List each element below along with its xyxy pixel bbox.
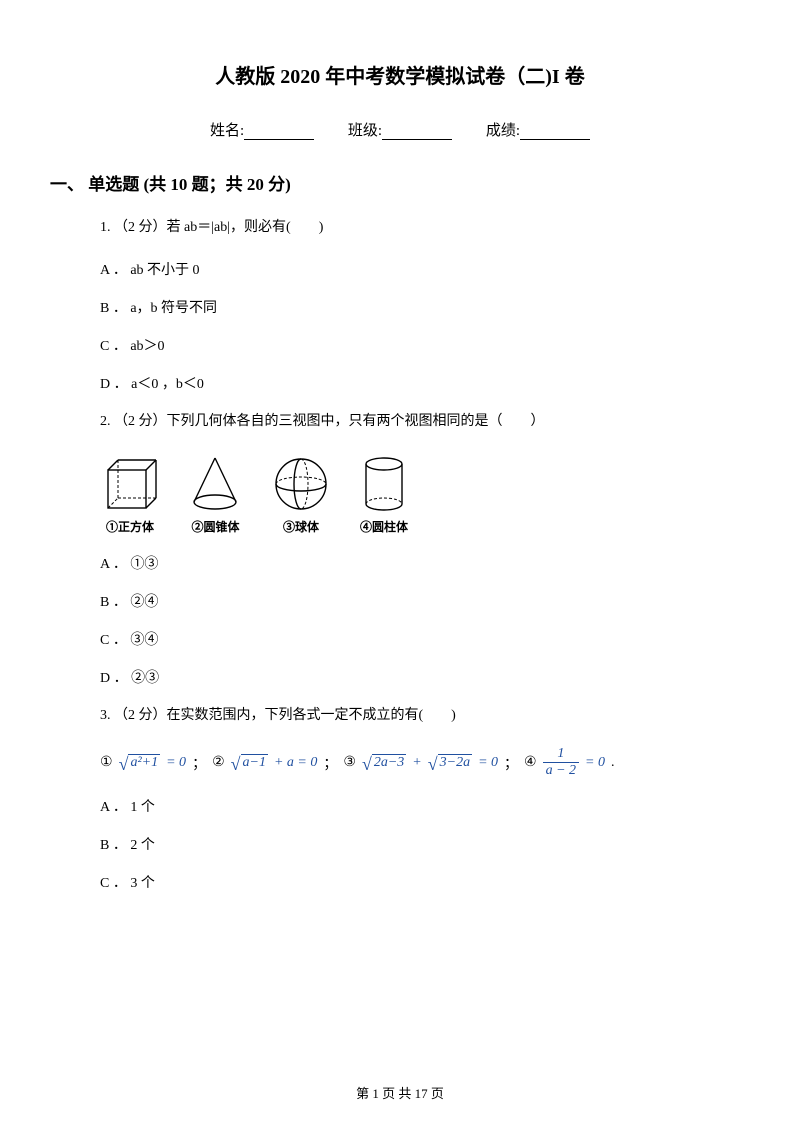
q3-option-a: A ． 1 个 — [100, 796, 720, 816]
q2-option-b: B ． ②④ — [100, 591, 720, 611]
page-footer: 第 1 页 共 17 页 — [0, 1083, 800, 1102]
shape-sphere: ③球体 — [271, 454, 331, 535]
eq4-num: ④ — [524, 754, 537, 771]
q2-shapes-row: ①正方体 ②圆锥体 ③球体 — [100, 454, 720, 535]
student-info-line: 姓名: 班级: 成绩: — [80, 119, 720, 140]
section-1-header: 一、 单选题 (共 10 题；共 20 分) — [50, 170, 720, 195]
q2-option-a: A ． ①③ — [100, 553, 720, 573]
eq3-plus: + — [412, 755, 421, 771]
eq2-num: ② — [212, 754, 225, 771]
shape-cone: ②圆锥体 — [188, 454, 243, 535]
eq2-sqrt: √a−1 — [231, 754, 268, 772]
q3-equations: ① √a²+1 = 0 ； ② √a−1 + a = 0 ； ③ √2a−3 +… — [100, 747, 720, 778]
q1-option-d: D ． a＜0 ，b＜0 — [100, 373, 720, 393]
q1-option-a: A ． ab 不小于 0 — [100, 259, 720, 279]
eq-sep-3: ； — [504, 753, 518, 773]
eq-sep-2: ； — [323, 753, 337, 773]
q2-option-c: C ． ③④ — [100, 629, 720, 649]
cone-icon — [188, 454, 243, 514]
q2-text: 2. （2 分）下列几何体各自的三视图中，只有两个视图相同的是（ ） — [100, 411, 720, 433]
eq2-rhs: + a = 0 — [274, 755, 317, 771]
score-blank — [520, 124, 590, 140]
exam-title: 人教版 2020 年中考数学模拟试卷（二)I 卷 — [80, 60, 720, 89]
q2-option-d: D ． ②③ — [100, 667, 720, 687]
shape-cube: ①正方体 — [100, 454, 160, 535]
q1-option-c: C ． ab＞0 — [100, 335, 720, 355]
eq3-sqrt-a: √2a−3 — [362, 754, 406, 772]
cube-icon — [100, 454, 160, 514]
eq3-sqrt-b: √3−2a — [428, 754, 472, 772]
eq1-num: ① — [100, 754, 113, 771]
eq-sep-1: ； — [192, 753, 206, 773]
q3-option-c: C ． 3 个 — [100, 872, 720, 892]
eq3-rhs: = 0 — [478, 755, 498, 771]
cylinder-icon — [359, 454, 409, 514]
q1-text: 1. （2 分）若 ab＝|ab|，则必有( ) — [100, 217, 720, 239]
name-label: 姓名: — [210, 119, 244, 140]
eq1-rhs: = 0 — [166, 755, 186, 771]
eq-end: . — [611, 755, 615, 771]
sphere-icon — [271, 454, 331, 514]
q3-option-b: B ． 2 个 — [100, 834, 720, 854]
shape-cube-label: ①正方体 — [100, 518, 160, 535]
eq4-rhs: = 0 — [585, 755, 605, 771]
class-blank — [382, 124, 452, 140]
shape-sphere-label: ③球体 — [271, 518, 331, 535]
class-label: 班级: — [348, 119, 382, 140]
eq4-frac: 1 a − 2 — [543, 747, 579, 778]
shape-cylinder: ④圆柱体 — [359, 454, 409, 535]
eq3-num: ③ — [343, 754, 356, 771]
shape-cylinder-label: ④圆柱体 — [359, 518, 409, 535]
eq1-sqrt: √a²+1 — [119, 754, 161, 772]
q1-option-b: B ． a，b 符号不同 — [100, 297, 720, 317]
name-blank — [244, 124, 314, 140]
shape-cone-label: ②圆锥体 — [188, 518, 243, 535]
score-label: 成绩: — [486, 119, 520, 140]
q3-text: 3. （2 分）在实数范围内，下列各式一定不成立的有( ) — [100, 705, 720, 727]
